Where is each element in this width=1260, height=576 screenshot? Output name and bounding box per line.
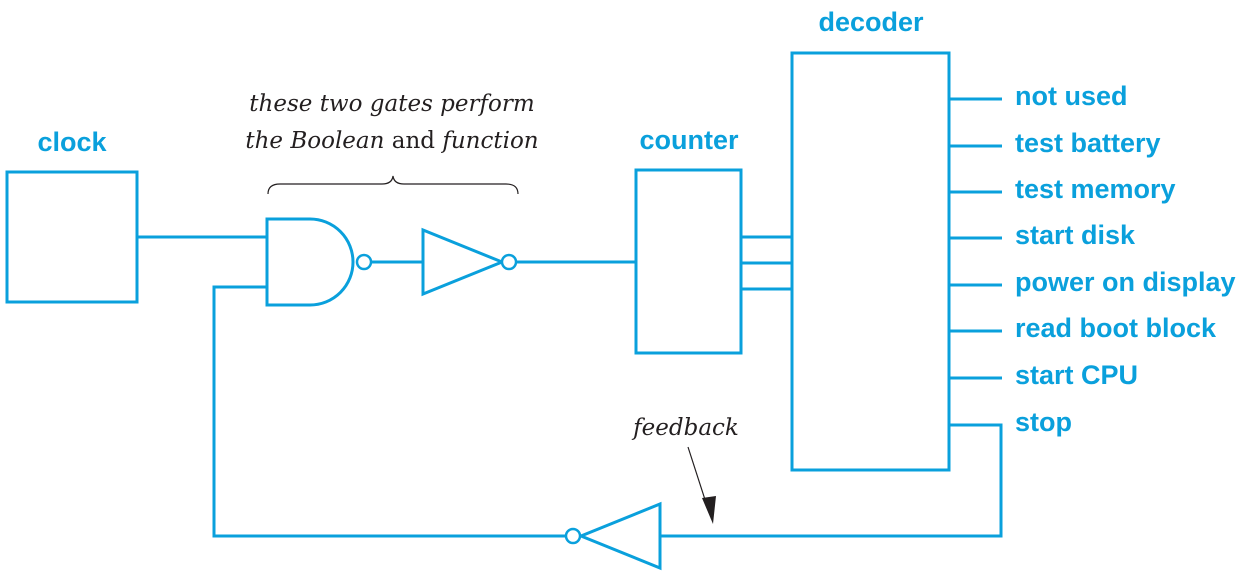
inverter-output-bubble	[500, 253, 518, 271]
decoder-label: decoder	[818, 7, 924, 37]
counter-block	[634, 168, 743, 355]
stop-feedback-wire	[660, 423, 1003, 538]
output-label-start-cpu: start CPU	[1015, 360, 1138, 390]
decoder-output-lines	[949, 97, 1002, 380]
output-label-test-memory: test memory	[1015, 174, 1176, 204]
annotation-function: function	[440, 128, 538, 154]
inverter-gate	[421, 227, 506, 297]
nand-gate	[265, 217, 355, 307]
gates-annotation-line1: these two gates perform	[249, 91, 534, 117]
gates-annotation-line2: the Boolean and function	[245, 128, 538, 154]
output-label-read-boot-block: read boot block	[1015, 313, 1217, 343]
feedback-arrow-head	[702, 496, 716, 524]
clock-block	[5, 170, 139, 304]
feedback-return-wire	[212, 285, 566, 538]
clock-label: clock	[37, 127, 107, 157]
annotation-boolean: the Boolean	[245, 128, 384, 154]
annotation-and: and	[392, 128, 436, 154]
output-label-test-battery: test battery	[1015, 128, 1161, 158]
decoder-block	[790, 51, 951, 472]
output-label-stop: stop	[1015, 407, 1072, 437]
output-label-not-used: not used	[1015, 81, 1128, 111]
gates-brace	[267, 175, 519, 195]
feedback-label: feedback	[631, 415, 739, 441]
nand-output-bubble	[355, 253, 373, 271]
output-label-start-disk: start disk	[1015, 220, 1136, 250]
counter-label: counter	[639, 125, 739, 155]
output-label-power-on-display: power on display	[1015, 267, 1236, 297]
feedback-inverter-gate	[577, 501, 662, 571]
decoder-output-labels: not used test battery test memory start …	[1015, 81, 1236, 437]
feedback-inverter-bubble	[564, 527, 582, 545]
